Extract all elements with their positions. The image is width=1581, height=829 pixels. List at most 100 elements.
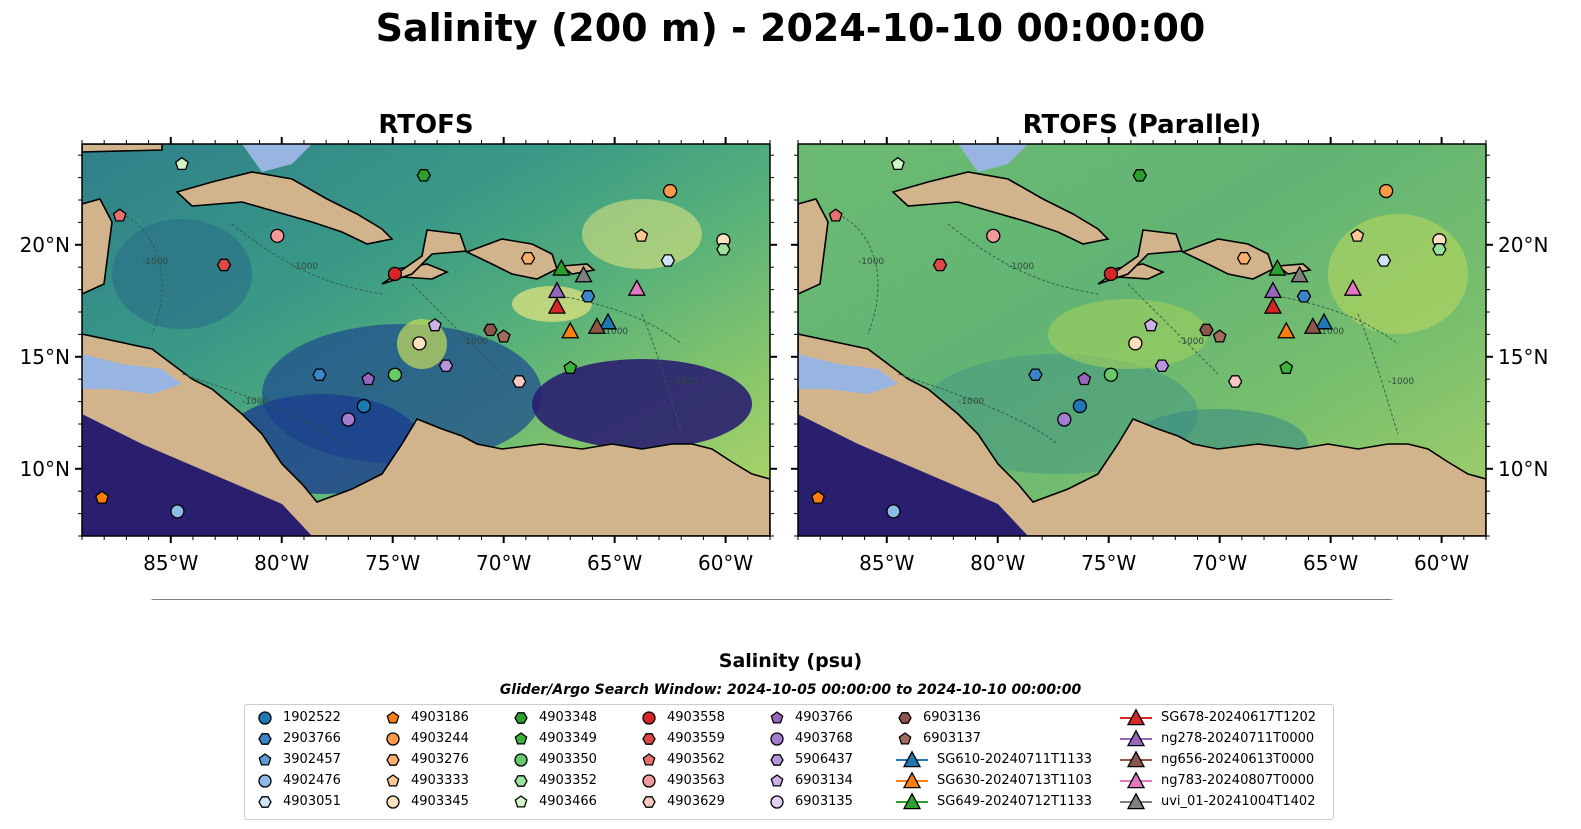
lon-tick-label: 75°W <box>1081 551 1136 575</box>
legend-label: 6903136 <box>923 710 981 725</box>
legend-label: 6903137 <box>923 731 981 746</box>
legend-marker <box>1126 728 1146 746</box>
legend-label: ng656-20240613T0000 <box>1161 752 1315 767</box>
glider-marker <box>1290 265 1309 283</box>
legend-item: 4903348 <box>511 707 597 728</box>
legend-label: 4903348 <box>539 710 597 725</box>
legend-item: 4902476 <box>255 770 341 791</box>
land-mass <box>1097 229 1184 285</box>
map-frame <box>81 143 771 537</box>
argo-float-marker <box>270 228 285 243</box>
argo-float-marker <box>1199 323 1214 337</box>
legend-marker <box>902 791 922 809</box>
legend-item: ng656-20240613T0000 <box>1119 749 1316 770</box>
legend-label: 6903134 <box>795 773 853 788</box>
contour-line <box>551 293 683 345</box>
legend-item: 1902522 <box>255 707 341 728</box>
legend-marker-icon <box>1120 770 1152 788</box>
argo-float-marker <box>1279 360 1294 374</box>
legend-marker-icon <box>258 710 272 725</box>
legend-item: ng278-20240711T0000 <box>1119 728 1316 749</box>
legend-label: SG630-20240713T1103 <box>937 773 1093 788</box>
legend-marker-icon <box>386 710 400 724</box>
legend-label: 3902457 <box>283 752 341 767</box>
land-mass <box>891 171 1110 245</box>
lat-tick-label: 20°N <box>20 233 70 257</box>
legend-marker-icon <box>514 752 528 767</box>
argo-float-marker <box>1296 290 1312 303</box>
legend-item: 4903768 <box>767 728 853 749</box>
contour-label: -1000 <box>672 377 698 387</box>
argo-float-marker <box>1103 367 1119 382</box>
map-panel-rtofs-parallel: -1000 -1000 -1000 -1000 -1000 -1000 85°W 80°W 7… <box>791 137 1548 575</box>
argo-float-marker <box>416 169 432 182</box>
legend-marker-icon <box>514 774 528 787</box>
search-window-text: Glider/Argo Search Window: 2024-10-05 00… <box>499 682 1082 698</box>
argo-float-marker <box>1236 251 1252 265</box>
legend-label: 1902522 <box>283 710 341 725</box>
legend-label: 5906437 <box>795 752 853 767</box>
legend-marker <box>514 794 528 808</box>
argo-float-marker <box>520 251 536 265</box>
continental-shelf <box>798 334 898 394</box>
argo-float-marker <box>1057 412 1072 427</box>
argo-float-marker <box>634 228 649 242</box>
contour-label: -1000 <box>1008 262 1034 272</box>
legend-column: SG678-20240617T1202 ng278-20240711T0000 ng… <box>1119 707 1316 812</box>
shelf-layer <box>798 144 1028 394</box>
argo-float-marker <box>1103 266 1119 282</box>
argo-float-marker <box>1154 359 1170 373</box>
legend-marker-icon <box>258 732 272 745</box>
legend-item: 4903349 <box>511 728 597 749</box>
legend-column: 6903136 6903137 SG610-20240711T1133 SG630-2… <box>895 707 1092 812</box>
pacific-deep <box>82 414 312 536</box>
legend-marker <box>258 732 272 745</box>
legend-item: 4903563 <box>639 770 725 791</box>
land-mass <box>82 144 163 153</box>
legend-item: 4903562 <box>639 749 725 770</box>
continental-shelf <box>958 144 1028 172</box>
lon-tick-label: 80°W <box>254 551 309 575</box>
pacific-deep <box>798 414 1028 536</box>
contour-line <box>181 373 343 445</box>
lat-tick-label: 15°N <box>1498 345 1548 369</box>
legend-label: 4903563 <box>667 773 725 788</box>
land-mass <box>82 333 770 536</box>
legend-marker-icon <box>896 791 928 809</box>
legend-label: 4903345 <box>411 794 469 809</box>
legend-marker <box>770 753 784 766</box>
glider-marker <box>561 321 580 339</box>
argo-float-marker <box>1077 371 1092 386</box>
argo-float-marker <box>1378 183 1394 199</box>
legend-label: 4903559 <box>667 731 725 746</box>
legend-marker <box>514 731 528 745</box>
legend-item: 4903186 <box>383 707 469 728</box>
contour-label: -1000 <box>858 257 884 267</box>
argo-float-marker <box>1143 318 1158 332</box>
legend-marker-icon <box>386 731 400 746</box>
legend-marker <box>258 773 272 788</box>
legend-marker <box>514 752 528 767</box>
lat-tick-label: 20°N <box>1498 233 1548 257</box>
argo-float-marker <box>356 398 372 414</box>
legend-item: 2903766 <box>255 728 341 749</box>
land-layer <box>798 171 1486 536</box>
contour-label: -1000 <box>1388 377 1414 387</box>
legend-label: SG610-20240711T1133 <box>937 752 1093 767</box>
contour-line <box>641 313 683 435</box>
argo-float-marker <box>1028 368 1043 381</box>
legend-marker <box>902 749 922 767</box>
lon-tick-label: 80°W <box>970 551 1025 575</box>
legend-marker-icon <box>896 770 928 788</box>
legend-marker-icon <box>1120 791 1152 809</box>
legend-marker-icon <box>1120 707 1152 725</box>
lon-tick-label: 85°W <box>859 551 914 575</box>
argo-float-marker <box>361 371 376 386</box>
legend-marker <box>386 731 400 746</box>
station-markers <box>95 156 731 519</box>
argo-float-marker <box>660 254 676 267</box>
glider-marker <box>1303 317 1322 334</box>
legend-marker-icon <box>898 731 912 745</box>
legend-item: 4903558 <box>639 707 725 728</box>
legend-column: 4903186 4903244 4903276 4903333 4903345 <box>383 707 469 812</box>
